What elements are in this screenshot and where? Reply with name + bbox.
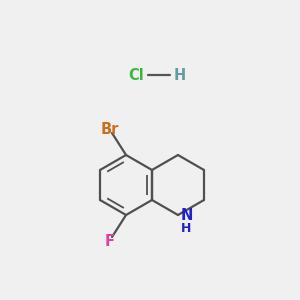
Text: H: H — [181, 221, 191, 235]
Text: Br: Br — [101, 122, 119, 136]
Text: Cl: Cl — [128, 68, 144, 82]
Text: H: H — [174, 68, 186, 82]
Text: F: F — [105, 235, 115, 250]
Text: N: N — [181, 208, 194, 224]
